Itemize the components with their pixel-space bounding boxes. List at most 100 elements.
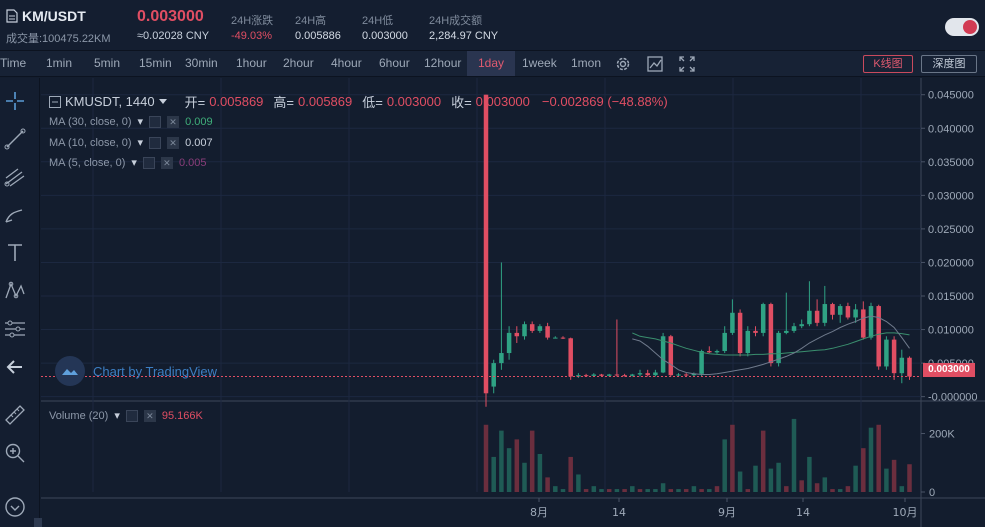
timeframe-1mon[interactable]: 1mon: [571, 56, 602, 70]
indicators-icon[interactable]: [646, 55, 664, 73]
timeframe-6hour[interactable]: 6hour: [379, 56, 410, 70]
collapse-legend-icon[interactable]: [49, 95, 61, 108]
candle-body: [676, 374, 681, 376]
candle-body: [599, 374, 604, 376]
volume-bar: [753, 465, 758, 492]
close-label: 收=: [451, 95, 472, 110]
candle-body: [776, 332, 781, 364]
time-tick-label: 14: [612, 506, 626, 519]
settings-icon[interactable]: [142, 156, 155, 169]
settings-icon[interactable]: [149, 136, 162, 149]
indicator-ma30[interactable]: MA (30, close, 0) ▾ ✕ 0.009: [49, 115, 213, 128]
back-arrow-icon[interactable]: [2, 354, 28, 380]
last-price: 0.003000: [137, 8, 204, 25]
zoom-in-icon[interactable]: [2, 440, 28, 466]
trend-line-icon[interactable]: [2, 126, 28, 152]
close-icon[interactable]: ✕: [160, 156, 173, 169]
volume-bar: [560, 489, 566, 492]
candle-body: [814, 310, 820, 323]
timeframe-time[interactable]: Time: [0, 56, 27, 70]
change-value: −0.002869 (−48.88%): [541, 94, 668, 109]
fibonacci-icon[interactable]: [2, 316, 28, 342]
magnet-icon[interactable]: [2, 494, 28, 520]
text-tool-icon[interactable]: [2, 240, 28, 266]
volume-bar: [506, 448, 512, 492]
depth-button[interactable]: 深度图: [921, 55, 977, 73]
volume-bar: [807, 456, 812, 492]
indicator-ma30-value: 0.009: [185, 115, 213, 128]
close-icon[interactable]: ✕: [167, 136, 180, 149]
crosshair-icon[interactable]: [2, 88, 28, 114]
volume-bar: [730, 424, 735, 492]
chart-toolbar: Time 1min 5min 15min 30min 1hour 2hour 4…: [0, 50, 985, 77]
close-icon[interactable]: ✕: [143, 409, 156, 422]
volume-bar: [637, 489, 643, 492]
volume-bar: [861, 448, 866, 492]
timeframe-5min[interactable]: 5min: [94, 56, 121, 70]
low-value: 0.003000: [386, 94, 442, 109]
caret-icon[interactable]: ▾: [137, 137, 144, 149]
settings-gear-icon[interactable]: [614, 55, 632, 73]
indicator-ma5-name: MA (5, close, 0): [49, 156, 126, 169]
candle-body: [568, 338, 573, 377]
caret-icon[interactable]: ▾: [114, 410, 120, 422]
symbol-name[interactable]: KMUSDT, 1440: [65, 94, 155, 109]
candle-body: [891, 339, 897, 374]
candle-body: [683, 374, 689, 376]
volume-bar: [683, 489, 689, 492]
volume-bar: [737, 471, 743, 492]
volume-bar: [660, 483, 666, 492]
price-tick-label: 0.015000: [928, 291, 974, 303]
tradingview-logo-icon: [55, 356, 85, 386]
stat-low-value: 0.003000: [362, 30, 408, 42]
candle-body: [699, 351, 704, 374]
stat-low-label: 24H低: [362, 15, 394, 27]
timeframe-1day[interactable]: 1day: [467, 51, 516, 76]
timeframe-2hour[interactable]: 2hour: [283, 56, 314, 70]
timeframe-1hour[interactable]: 1hour: [236, 56, 267, 70]
volume-bar: [630, 486, 635, 492]
volume-bar: [699, 489, 704, 492]
volume-bar: [876, 424, 881, 492]
theme-toggle[interactable]: [945, 18, 979, 36]
pitchfork-icon[interactable]: [2, 164, 28, 190]
brush-icon[interactable]: [2, 202, 28, 228]
close-icon[interactable]: ✕: [167, 115, 180, 128]
pair-title[interactable]: KM/USDT: [6, 8, 86, 24]
chart-area[interactable]: 0.045000 0.040000 0.035000 0.030000 0.025000…: [41, 78, 985, 527]
volume-bar: [622, 489, 627, 492]
timeframe-12hour[interactable]: 12hour: [424, 56, 462, 70]
volume-bar: [899, 486, 905, 492]
indicator-volume[interactable]: Volume (20) ▾ ✕ 95.166K: [49, 409, 203, 422]
tradingview-watermark[interactable]: Chart by TradingView: [55, 356, 217, 386]
dropdown-caret-icon[interactable]: [158, 98, 167, 105]
timeframe-15min[interactable]: 15min: [139, 56, 172, 70]
ma30-line: [632, 332, 910, 356]
ruler-icon[interactable]: [2, 402, 28, 428]
high-label: 高=: [273, 95, 295, 110]
timeframe-1week[interactable]: 1week: [522, 56, 557, 70]
fullscreen-icon[interactable]: [678, 55, 696, 73]
candle-body: [907, 357, 912, 377]
candle-body: [861, 309, 866, 338]
indicator-ma30-name: MA (30, close, 0): [49, 115, 132, 128]
stat-turnover-label: 24H成交额: [429, 15, 483, 27]
indicator-ma10[interactable]: MA (10, close, 0) ▾ ✕ 0.007: [49, 136, 213, 149]
caret-icon[interactable]: ▾: [137, 116, 144, 128]
timeframe-4hour[interactable]: 4hour: [331, 56, 362, 70]
low-label: 低=: [362, 95, 383, 110]
timeframe-1min[interactable]: 1min: [46, 56, 73, 70]
pattern-icon[interactable]: [2, 278, 28, 304]
indicator-ma10-name: MA (10, close, 0): [49, 136, 132, 149]
settings-icon[interactable]: [149, 115, 162, 128]
volume-bar: [745, 489, 751, 492]
candle-body: [899, 357, 905, 374]
kline-button[interactable]: K线图: [863, 55, 913, 73]
stat-high-value: 0.005886: [295, 30, 341, 42]
caret-icon[interactable]: ▾: [131, 157, 137, 169]
settings-icon[interactable]: [125, 409, 138, 422]
indicator-ma5[interactable]: MA (5, close, 0) ▾ ✕ 0.005: [49, 156, 206, 169]
timeframe-30min[interactable]: 30min: [185, 56, 218, 70]
price-tick-label: -0.000000: [928, 392, 978, 404]
volume-bar: [591, 486, 597, 492]
